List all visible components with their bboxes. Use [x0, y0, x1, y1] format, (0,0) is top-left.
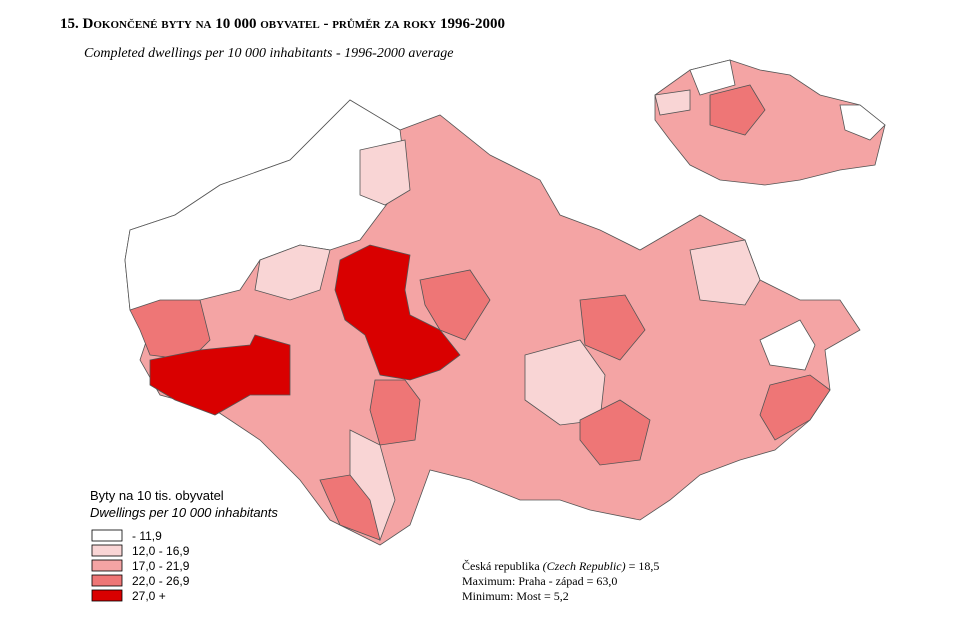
legend-swatch: [91, 589, 123, 602]
legend-title: Byty na 10 tis. obyvatel: [90, 488, 224, 503]
legend-swatch: [91, 559, 123, 572]
legend-label: - 11,9: [132, 529, 162, 543]
region: [419, 269, 491, 341]
legend-swatch: [91, 574, 123, 587]
subtitle: Completed dwellings per 10 000 inhabitan…: [84, 46, 453, 61]
region: [759, 374, 831, 441]
legend: - 11,912,0 - 16,917,0 - 21,922,0 - 26,92…: [91, 529, 190, 603]
legend-swatch: [91, 529, 123, 542]
region: [689, 239, 761, 306]
region: [369, 379, 421, 446]
inset-map: [654, 59, 886, 186]
region: [149, 334, 291, 416]
region: [254, 244, 331, 301]
title: 15. Dokončené byty na 10 000 obyvatel - …: [60, 16, 505, 32]
region: [359, 139, 411, 206]
region: [654, 89, 691, 116]
legend-label: 17,0 - 21,9: [132, 559, 190, 573]
stat-country-value: = 18,5: [629, 559, 660, 573]
legend-label: 22,0 - 26,9: [132, 574, 190, 588]
region: [579, 294, 646, 361]
stat-maximum: Maximum: Praha - západ = 63,0: [462, 574, 617, 588]
region: [759, 319, 816, 371]
legend-label: 12,0 - 16,9: [132, 544, 190, 558]
region: [839, 104, 886, 141]
region: [579, 399, 651, 466]
region: [709, 84, 766, 136]
legend-swatch: [91, 544, 123, 557]
region: [349, 429, 396, 542]
region: [334, 244, 461, 381]
stat-country-name: Česká republika: [462, 559, 540, 573]
stat-country-en: (Czech Republic): [543, 559, 626, 573]
stat-country: Česká republika (Czech Republic) = 18,5: [462, 559, 659, 573]
map: [124, 99, 861, 546]
legend-subtitle: Dwellings per 10 000 inhabitants: [90, 505, 278, 520]
region: [689, 59, 736, 96]
stat-minimum: Minimum: Most = 5,2: [462, 589, 569, 603]
legend-label: 27,0 +: [132, 589, 166, 603]
